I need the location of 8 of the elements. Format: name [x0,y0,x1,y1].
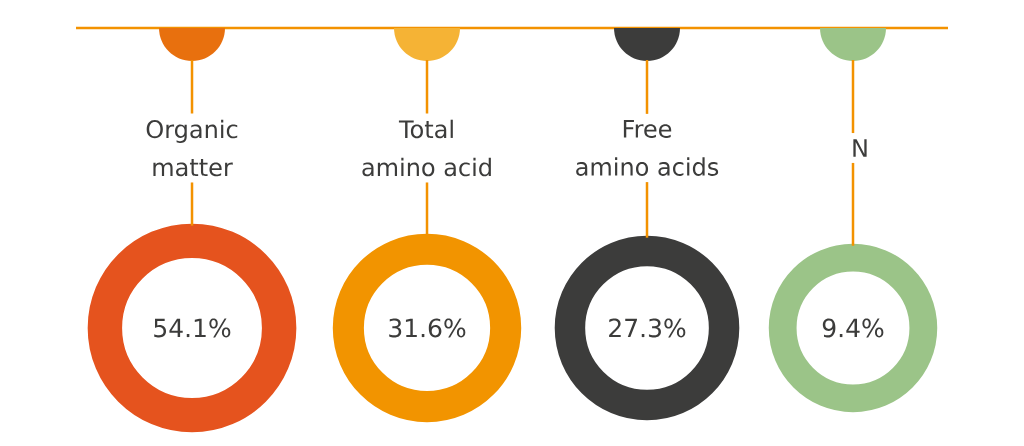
category-label: N [853,139,867,157]
data-label: 31.6% [389,318,466,338]
data-label: 9.4% [822,318,884,338]
data-label: 54.1% [154,318,231,338]
data-label: 27.3% [609,318,686,338]
category-label: Free amino acids [576,120,719,176]
category-label: Organic matter [146,119,238,177]
category-label: Total amino acid [362,119,491,177]
